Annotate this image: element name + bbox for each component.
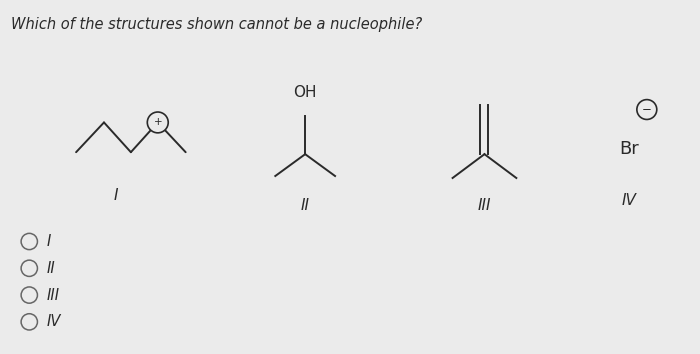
Text: IV: IV	[622, 193, 636, 208]
Text: III: III	[46, 287, 60, 303]
Circle shape	[147, 112, 168, 133]
Text: −: −	[642, 103, 652, 116]
Text: IV: IV	[46, 314, 61, 329]
Text: II: II	[301, 198, 309, 213]
Text: OH: OH	[293, 85, 317, 99]
Text: II: II	[46, 261, 55, 276]
Text: I: I	[46, 234, 50, 249]
Text: +: +	[153, 118, 162, 127]
Text: III: III	[477, 198, 491, 213]
Circle shape	[637, 99, 657, 119]
Text: I: I	[113, 188, 118, 203]
Text: Which of the structures shown cannot be a nucleophile?: Which of the structures shown cannot be …	[11, 17, 423, 32]
Text: Br: Br	[619, 140, 639, 158]
